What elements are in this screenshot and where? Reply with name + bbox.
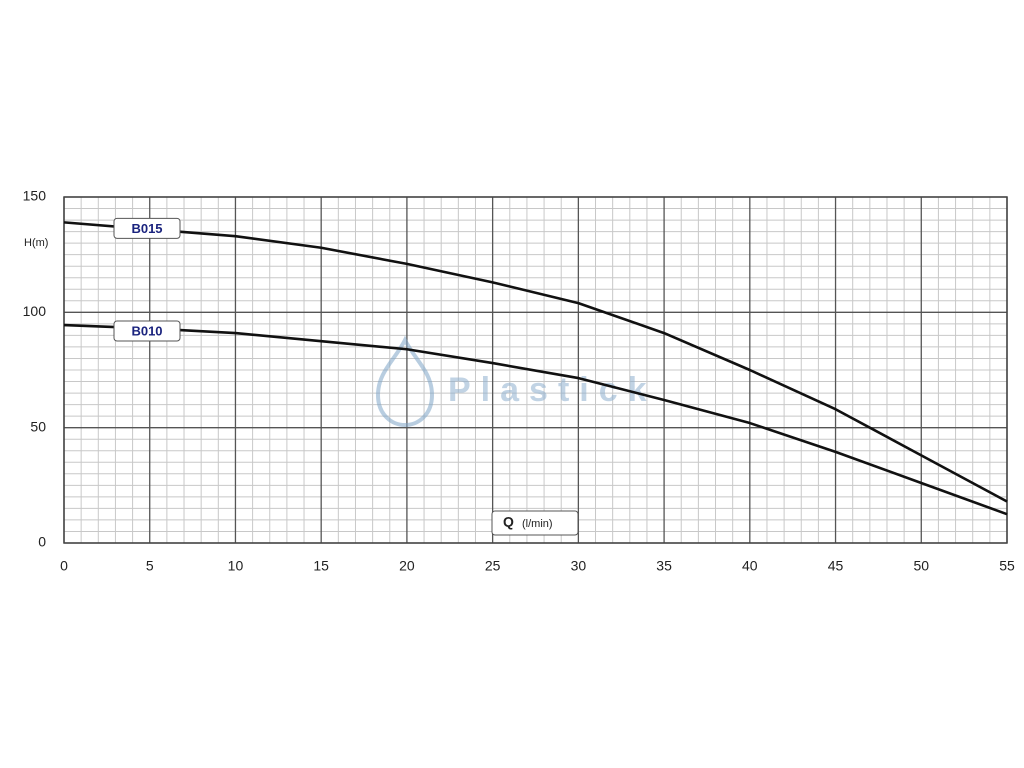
x-tick-label: 5 (146, 558, 154, 574)
x-axis-label: Q (503, 514, 514, 530)
x-tick-label: 20 (399, 558, 415, 574)
x-tick-label: 50 (913, 558, 929, 574)
legend-box (113, 217, 181, 239)
x-tick-label: 35 (656, 558, 672, 574)
x-tick-label: 15 (313, 558, 329, 574)
x-tick-label: 25 (485, 558, 501, 574)
legend-box (113, 320, 181, 342)
x-tick-label: 10 (228, 558, 244, 574)
y-tick-label: 100 (23, 303, 47, 319)
x-tick-label: 0 (60, 558, 68, 574)
x-label-box (491, 510, 579, 536)
y-tick-label: 150 (23, 188, 47, 204)
y-tick-label: 50 (30, 418, 46, 434)
x-tick-label: 55 (999, 558, 1015, 574)
plot-frame (63, 196, 1008, 544)
legend-label: B015 (131, 221, 162, 236)
x-axis-unit: (l/min) (522, 518, 553, 530)
y-tick-label: 0 (38, 534, 46, 550)
series-line (63, 221, 1008, 503)
watermark: Plastick (448, 371, 657, 409)
series-line (63, 323, 1008, 516)
watermark-icon (375, 335, 435, 428)
x-tick-label: 45 (828, 558, 844, 574)
watermark-group: Plastick (375, 335, 657, 428)
x-tick-label: 40 (742, 558, 758, 574)
x-tick-label: 30 (571, 558, 587, 574)
legend-label: B010 (131, 323, 162, 338)
y-axis-label: H(m) (24, 237, 48, 249)
